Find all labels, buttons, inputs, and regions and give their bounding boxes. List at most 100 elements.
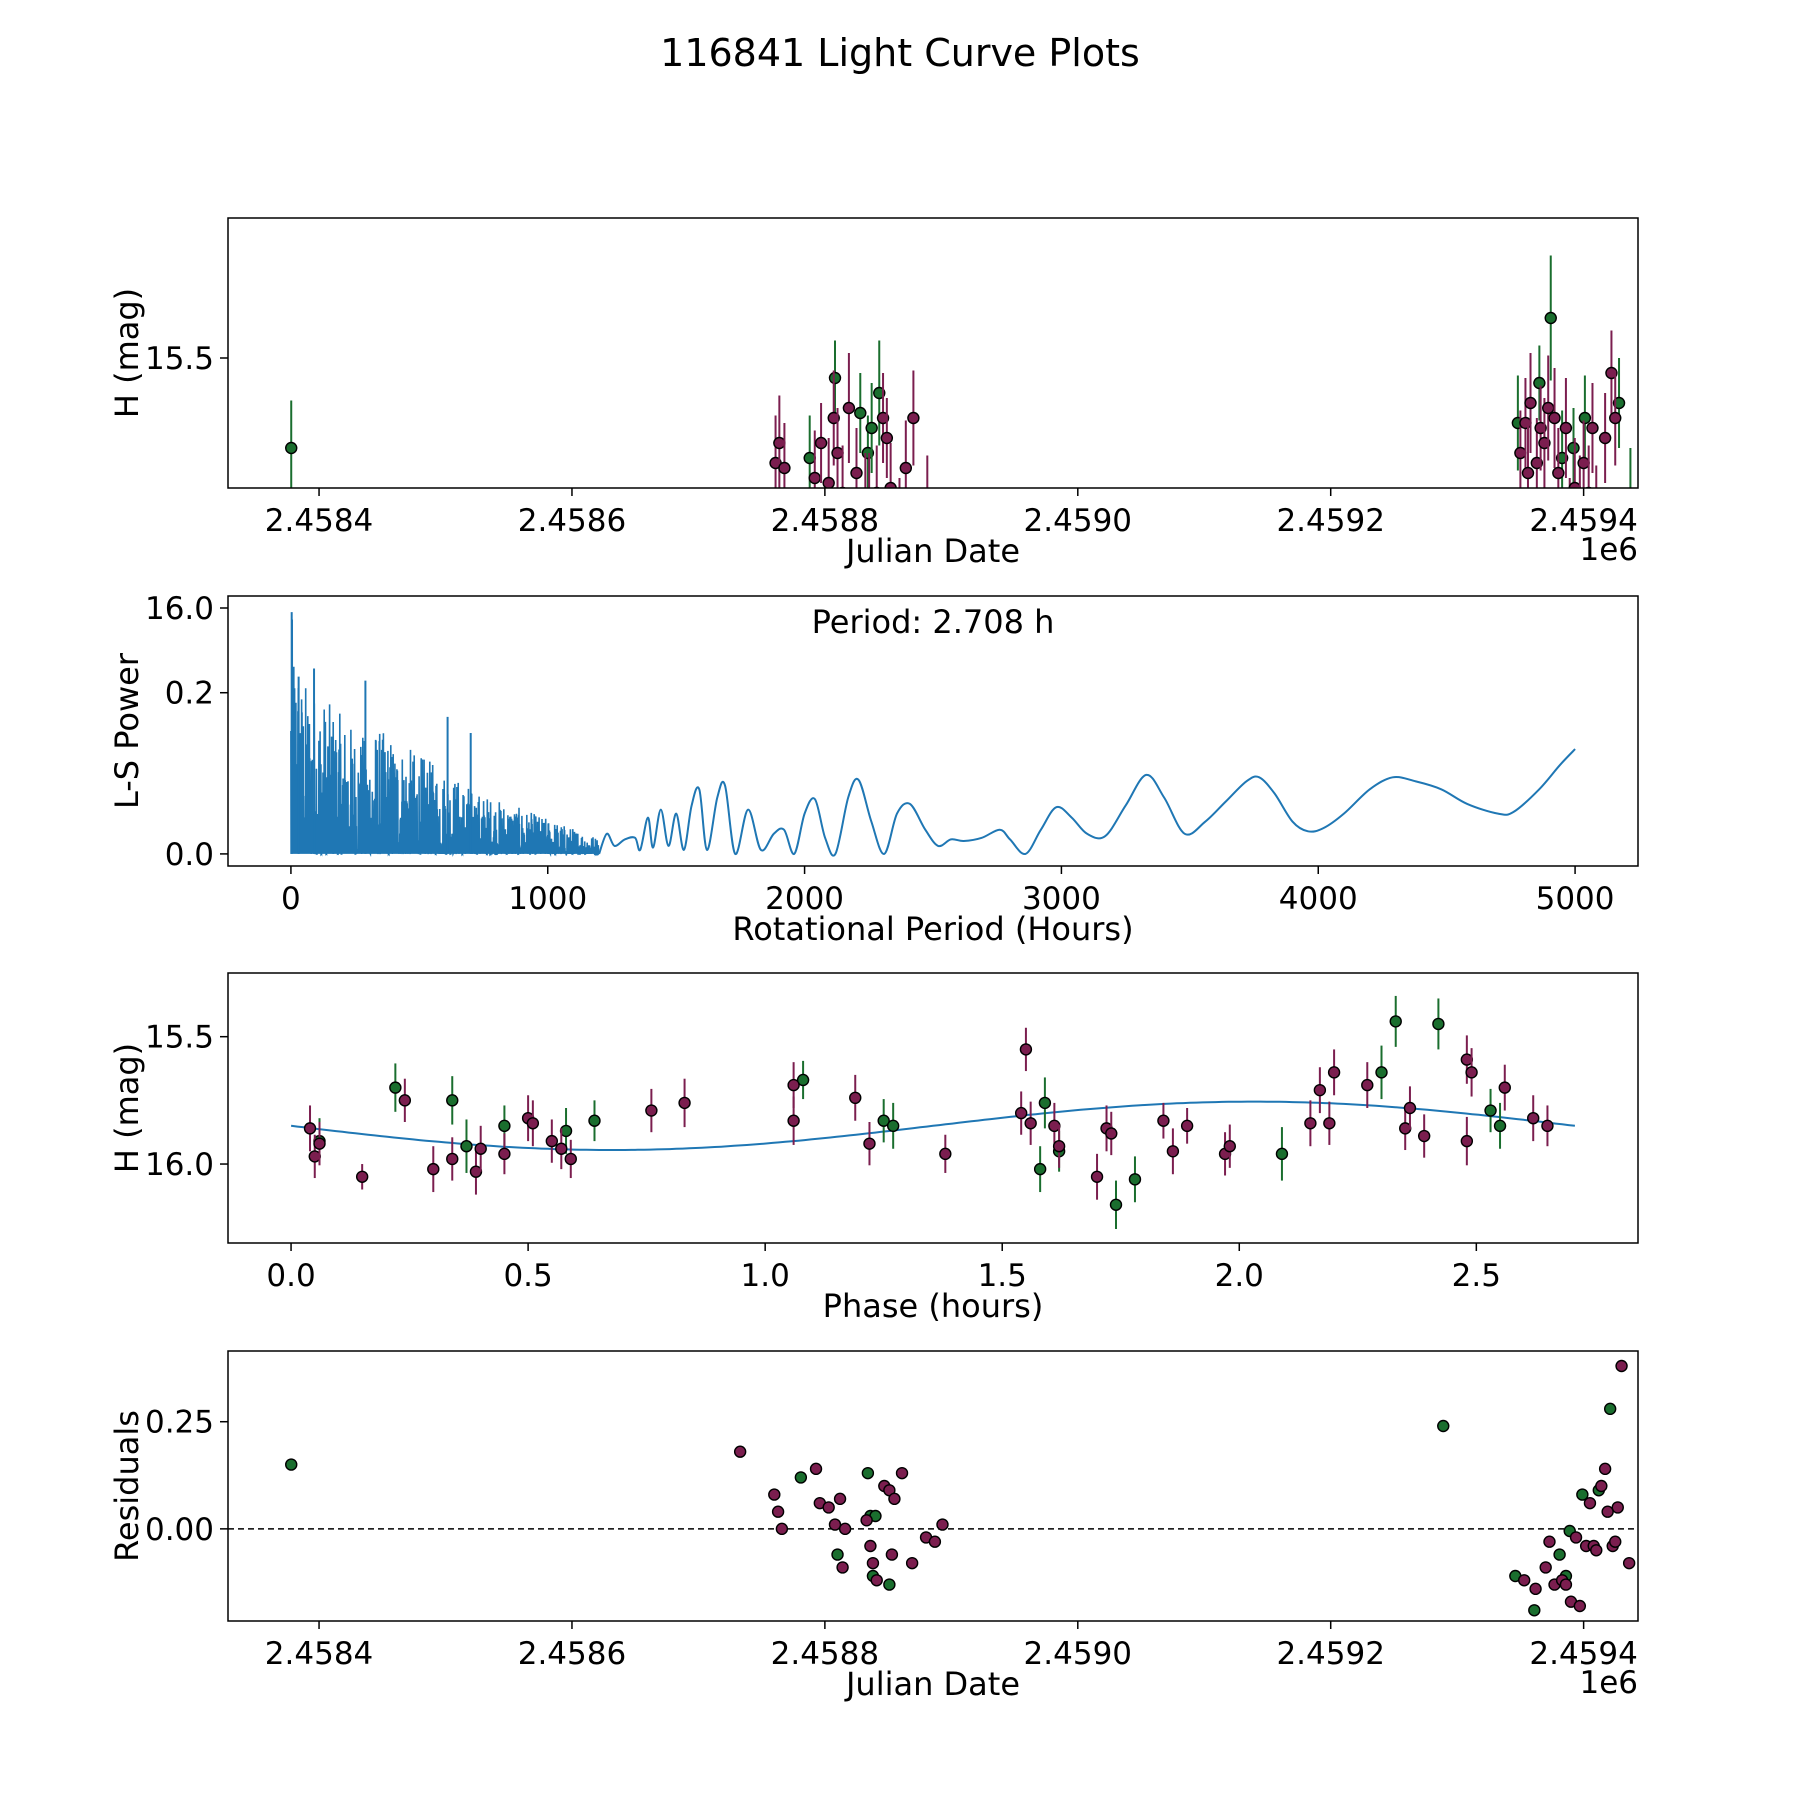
data-point	[355, 1170, 369, 1183]
data-point	[876, 411, 890, 425]
x-tick-label: 2.4584	[265, 503, 373, 539]
x-tick-label: 2.4584	[265, 1636, 373, 1672]
y-tick-label: 16.0	[145, 1147, 214, 1183]
y-axis-label: H (mag)	[108, 288, 146, 418]
data-point	[831, 1548, 844, 1561]
data-point	[1105, 1127, 1118, 1140]
data-point	[828, 1518, 842, 1531]
y-axis-label: L-S Power	[108, 652, 146, 809]
data-point	[1313, 1083, 1327, 1097]
x-tick-label: 2.4594	[1529, 503, 1637, 539]
x-tick-label: 2.4588	[771, 503, 879, 539]
panel-residuals: 2.4584 2.4586 2.4588 2.4590 2.4592 2.4594 0.25…	[108, 1350, 1639, 1703]
data-point	[526, 1117, 540, 1130]
data-point	[1519, 416, 1532, 430]
data-point	[1014, 1106, 1028, 1120]
y-tick-label: 15.5	[145, 341, 214, 377]
x-axis-label: Julian Date	[844, 1665, 1020, 1703]
data-point	[1493, 1119, 1507, 1133]
data-point	[1498, 1081, 1511, 1094]
data-point	[796, 1073, 810, 1087]
data-point	[803, 451, 816, 465]
data-point	[1109, 1198, 1123, 1211]
data-point	[866, 1556, 880, 1570]
x-tick-label: 2.4590	[1024, 503, 1132, 539]
data-point	[907, 411, 920, 425]
data-point	[1128, 1173, 1142, 1186]
data-point	[849, 1091, 862, 1105]
y-tick-label: 0.25	[145, 1405, 214, 1441]
data-point	[1327, 1066, 1341, 1079]
data-point	[460, 1140, 473, 1153]
data-point	[880, 431, 894, 445]
data-point	[285, 441, 298, 455]
axes-frame	[227, 217, 1639, 489]
data-point	[1568, 481, 1581, 488]
series-purple	[769, 330, 1622, 488]
data-point	[1527, 1111, 1540, 1125]
x-axis-label: Julian Date	[844, 532, 1020, 570]
x-tick-label: 2.5	[1452, 1258, 1501, 1294]
x-tick-label: 4000	[1279, 881, 1358, 917]
data-point	[678, 1096, 691, 1110]
data-point	[768, 1488, 781, 1501]
data-point	[836, 1561, 849, 1574]
data-point	[588, 1114, 601, 1127]
x-tick-label: 1.5	[978, 1258, 1027, 1294]
x-tick-label: 2000	[765, 881, 844, 917]
data-point	[1576, 1488, 1589, 1501]
periodogram-forest-line	[290, 619, 600, 858]
x-axis-label: Phase (hours)	[823, 1287, 1044, 1325]
data-point	[854, 406, 867, 420]
data-point	[1432, 1017, 1445, 1031]
data-point	[1437, 1419, 1450, 1433]
data-point	[808, 471, 821, 485]
data-point	[775, 1522, 789, 1536]
data-point	[1389, 1015, 1402, 1028]
x-tick-label: 2.4592	[1276, 503, 1384, 539]
x-tick-label: 5000	[1536, 881, 1615, 917]
data-point	[398, 1094, 412, 1107]
x-tick-label: 1000	[508, 881, 587, 917]
x-tick-label: 2.4586	[518, 503, 626, 539]
periodogram-curve	[598, 748, 1576, 857]
data-point	[1180, 1119, 1194, 1133]
data-point	[1521, 466, 1535, 480]
data-point	[1157, 1114, 1170, 1127]
x-tick-label: 2.0	[1215, 1258, 1264, 1294]
data-point	[1611, 1501, 1624, 1514]
y-axis-label: H (mag)	[108, 1043, 146, 1173]
data-layer	[290, 995, 1576, 1229]
data-point	[1517, 1574, 1531, 1587]
data-point	[446, 1152, 459, 1166]
x-tick-label: 0	[281, 881, 301, 917]
series-purple	[303, 1027, 1554, 1200]
data-point	[939, 1147, 952, 1161]
data-point	[1583, 1496, 1597, 1510]
data-point	[822, 1501, 835, 1514]
axes-frame	[227, 595, 1639, 867]
y-tick-label: 0.2	[165, 676, 214, 712]
data-point	[863, 1137, 876, 1150]
y-axis-label: Residuals	[108, 1410, 146, 1562]
data-point	[787, 1114, 800, 1127]
data-point	[1530, 456, 1544, 470]
data-point	[1609, 411, 1622, 425]
y-tick-label: 0.00	[145, 1512, 214, 1548]
data-point	[1622, 1556, 1636, 1570]
data-point	[778, 461, 791, 475]
data-point	[1544, 311, 1557, 325]
data-point	[884, 481, 897, 488]
data-point	[474, 1142, 487, 1155]
data-point	[1542, 401, 1555, 415]
data-point	[1578, 411, 1592, 425]
panel-phased: 0.0 0.5 1.0 1.5 2.0 2.5 16.0 15.5 Phase (hours) H…	[108, 972, 1639, 1325]
x-tick-label: 2.4592	[1276, 1636, 1384, 1672]
data-point	[773, 436, 786, 450]
data-point	[389, 1081, 402, 1094]
axes-frame	[227, 972, 1639, 1244]
data-point	[1573, 1599, 1587, 1613]
data-point	[928, 1535, 942, 1548]
data-point	[1465, 1066, 1478, 1079]
data-point	[1514, 446, 1527, 460]
